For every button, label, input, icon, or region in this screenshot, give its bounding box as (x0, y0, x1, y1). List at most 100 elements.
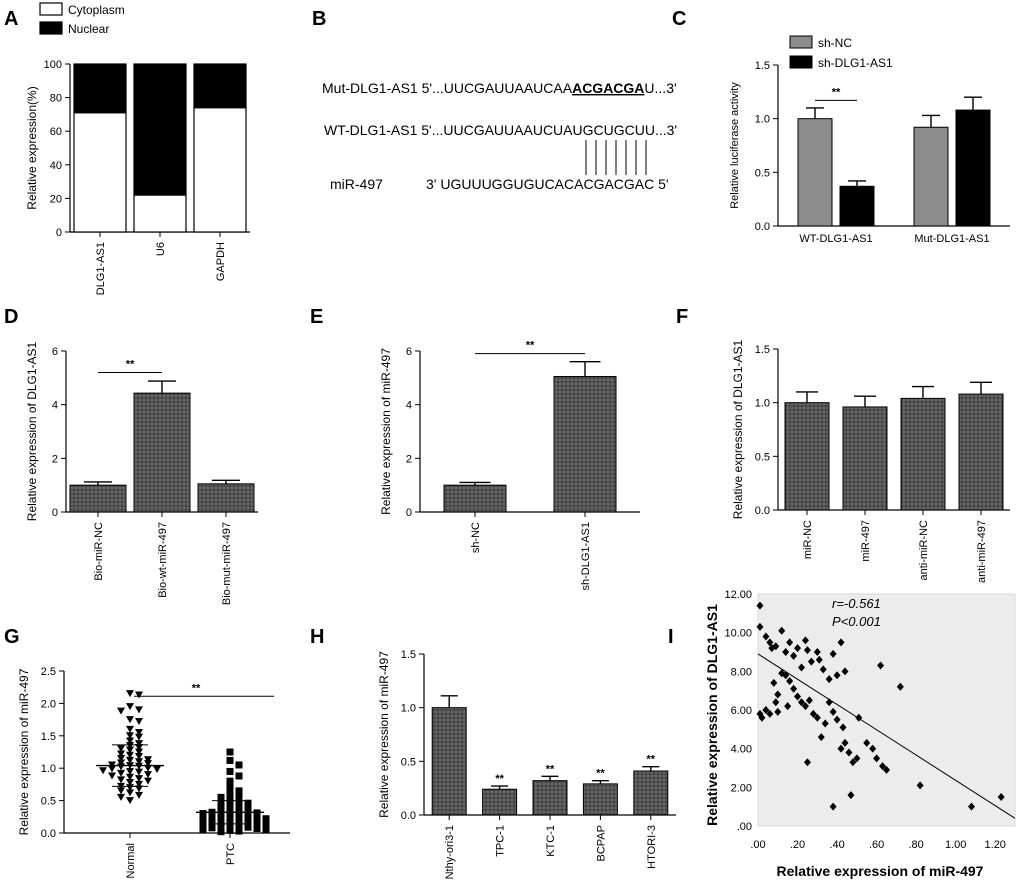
bar-cytoplasm (73, 112, 127, 233)
data-point (772, 698, 780, 707)
data-point-normal (144, 756, 152, 764)
bar (532, 780, 568, 816)
data-point-ptc (235, 791, 243, 799)
panel-label-g: G (4, 626, 20, 648)
x-tick-label: .80 (909, 839, 924, 851)
legend-label: Cytoplasm (68, 3, 125, 17)
y-axis-label: Relative expression of DLG1-AS1 (731, 339, 745, 519)
data-point-normal (135, 733, 143, 741)
data-point-normal (144, 760, 152, 768)
data-point (794, 692, 802, 701)
data-point (845, 748, 853, 757)
data-point (815, 655, 823, 664)
data-point (756, 601, 764, 610)
data-point-ptc (217, 798, 225, 806)
data-point-normal (99, 767, 107, 775)
y-tick-label: 8.00 (731, 666, 752, 678)
data-point-ptc (199, 825, 207, 833)
x-tick-label: anti-miR-NC (918, 520, 930, 581)
data-point-normal (135, 729, 143, 737)
data-point (829, 649, 837, 658)
x-axis-label: Relative expression of miR-497 (777, 863, 984, 879)
data-point-normal (117, 759, 125, 767)
data-point-normal (135, 780, 143, 788)
data-point (833, 715, 841, 724)
y-tick-label: 60 (50, 126, 62, 138)
significance-mark: ** (647, 754, 656, 766)
bar (784, 402, 830, 511)
y-tick-label: 1.5 (401, 649, 416, 661)
data-point-ptc (208, 824, 216, 832)
x-tick-label: sh-NC (470, 522, 482, 553)
data-point-ptc (235, 817, 243, 825)
data-point (797, 698, 805, 707)
data-point (819, 665, 827, 674)
panel-label-c: C (672, 8, 686, 30)
bar (582, 783, 618, 816)
y-tick-label: 0.0 (401, 810, 416, 822)
data-point-normal (135, 768, 143, 776)
y-tick-label: 0.5 (401, 756, 416, 768)
data-point-ptc (217, 812, 225, 820)
data-point (774, 690, 782, 699)
y-tick-label: .00 (737, 821, 752, 833)
x-tick-label: U6 (155, 242, 167, 256)
y-tick-label: 2.5 (41, 666, 56, 678)
legend-swatch (789, 35, 813, 49)
legend-label: Nuclear (68, 22, 109, 36)
regression-line (757, 653, 1016, 819)
y-tick-label: 80 (50, 93, 62, 105)
data-point-normal (135, 758, 143, 766)
bar-cytoplasm (193, 107, 247, 233)
y-tick-label: 1.5 (755, 60, 770, 72)
x-tick-label: sh-DLG1-AS1 (580, 522, 592, 590)
stat-r: r=-0.561 (832, 596, 881, 611)
data-point-normal (135, 718, 143, 726)
panel-label-a: A (4, 8, 18, 30)
x-tick-label: TPC-1 (495, 825, 507, 857)
chart-g: 0.0 0.5 1.0 1.5 2.0 2.5 Relative expression of… (17, 666, 290, 878)
significance-mark: ** (526, 340, 535, 352)
x-tick-label: miR-497 (860, 520, 872, 562)
chart-f: 0.0 0.5 1.0 1.5 Relative expression of DLG1-… (731, 339, 1010, 583)
y-tick-label: 1.5 (41, 731, 56, 743)
data-point (833, 671, 841, 680)
data-point-ptc (235, 811, 243, 819)
bar (443, 484, 507, 513)
data-point (916, 781, 924, 790)
data-point (847, 791, 855, 800)
data-point-ptc (253, 824, 261, 832)
data-point (782, 648, 790, 656)
binding-lines (585, 140, 647, 175)
data-point-ptc (217, 807, 225, 815)
data-point-ptc (226, 756, 234, 764)
data-point-ptc (244, 818, 252, 826)
y-tick-label: 0 (52, 507, 58, 519)
data-point (849, 758, 857, 767)
data-point-ptc (226, 784, 234, 792)
x-tick-label: BCPAP (595, 825, 607, 861)
data-point (825, 698, 833, 707)
wt-sequence-bases: 5'...UUCGAUUAAUCUAUGCUGCUU...3' (417, 122, 677, 138)
x-tick-label: GAPDH (215, 242, 227, 281)
y-axis-label: Relative expression of DLG1-AS1 (704, 604, 720, 826)
plot-background (757, 593, 1016, 827)
bar-sh-dlg1-as1 (955, 109, 991, 227)
data-point-ptc (235, 802, 243, 810)
y-tick-label: 100 (44, 59, 62, 71)
data-point-ptc (226, 821, 234, 829)
bar-nuclear (73, 63, 127, 114)
x-tick-label: KTC-1 (545, 825, 557, 857)
panel-label-i: I (668, 626, 674, 648)
data-point (766, 638, 774, 647)
data-point-ptc (199, 814, 207, 822)
data-point-ptc (226, 826, 234, 834)
bar-sh-nc (797, 118, 833, 227)
data-point-ptc (253, 813, 261, 821)
data-point-ptc (235, 787, 243, 795)
mir-sequence-name: miR-497 (330, 176, 383, 192)
data-point-ptc (235, 822, 243, 830)
data-point (841, 667, 849, 676)
chart-c: 0.0 0.5 1.0 1.5 Relative luciferase activity… (729, 35, 1010, 245)
x-tick-label: Nthy-ori3-1 (444, 825, 456, 879)
